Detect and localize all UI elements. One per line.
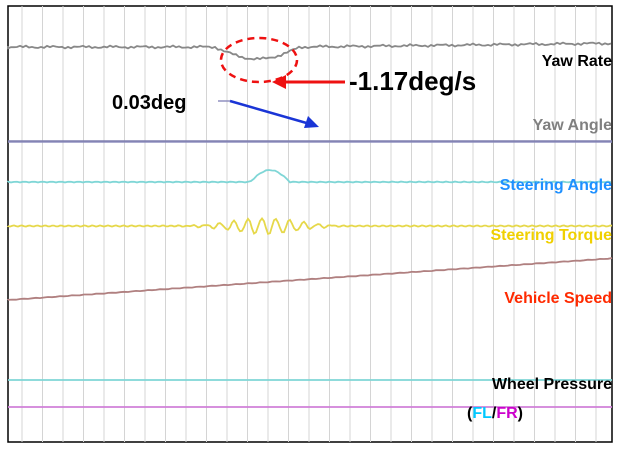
legend-open-paren: ( [467,405,473,422]
wheel-pressure-legend: (FL/FR) [467,405,523,422]
trace-label-yaw-rate: Yaw Rate [542,53,612,70]
trace-label-wheel-pressure: Wheel Pressure [492,376,612,393]
trace-lines [7,41,613,408]
annotation-yaw-rate-value: -1.17deg/s [349,66,476,96]
trace-steering-torque [7,217,613,236]
trace-vehicle-speed [7,257,613,301]
legend-slash: / [492,405,497,422]
trace-steering-angle [7,169,612,184]
vertical-grid [21,6,597,442]
trace-label-steering-angle: Steering Angle [500,177,612,194]
trace-label-steering-torque: Steering Torque [491,227,613,244]
blue-annotation-arrow [229,99,311,126]
trace-label-vehicle-speed: Vehicle Speed [504,290,612,307]
trace-yaw-rate [7,41,612,61]
red-arrow-head [272,75,286,89]
legend-close-paren: ) [518,405,523,422]
highlight-ellipse [219,36,299,84]
blue-arrow-head [304,116,319,128]
legend-fl: FL [472,405,492,422]
trace-label-yaw-angle: Yaw Angle [533,117,613,134]
legend-fr: FR [496,405,518,422]
annotation-yaw-angle-value: 0.03deg [112,92,186,114]
plot-background [7,5,613,443]
